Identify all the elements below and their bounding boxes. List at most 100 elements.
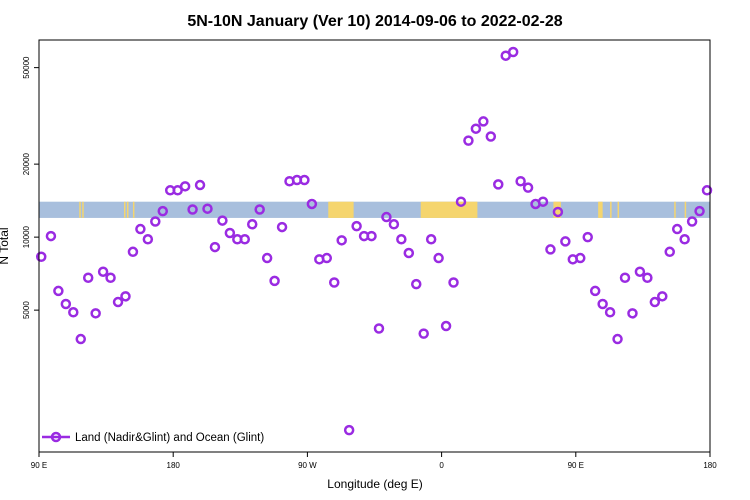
- data-point: [373, 323, 385, 334]
- data-point: [455, 196, 467, 207]
- data-point: [224, 227, 236, 239]
- data-point: [388, 219, 400, 230]
- data-point: [209, 241, 221, 253]
- data-point: [627, 308, 638, 319]
- data-point: [507, 46, 519, 58]
- data-point: [366, 230, 377, 242]
- data-point: [142, 234, 154, 245]
- data-point: [239, 234, 251, 245]
- land-segment: [82, 201, 84, 218]
- data-point: [75, 333, 87, 345]
- y-axis: 5000 10000 20000 50000: [22, 56, 39, 319]
- data-point: [276, 221, 288, 233]
- data-point: [112, 296, 124, 308]
- land-segment: [553, 201, 561, 218]
- data-point: [343, 424, 355, 436]
- data-point: [53, 285, 64, 297]
- data-point: [194, 179, 206, 191]
- data-point: [634, 266, 646, 277]
- data-point: [440, 320, 452, 332]
- y-tick-label: 5000: [22, 301, 31, 319]
- data-point: [336, 235, 347, 246]
- x-tick-label: 0: [439, 461, 444, 470]
- y-axis-label: N Total: [0, 227, 11, 264]
- ocean-band: [39, 201, 710, 218]
- land-segment: [684, 201, 687, 218]
- data-point: [589, 285, 601, 297]
- data-point: [97, 266, 109, 277]
- legend-label: Land (Nadir&Glint) and Ocean (Glint): [75, 432, 264, 444]
- land-segment: [132, 201, 135, 218]
- data-point: [664, 246, 675, 258]
- data-point: [299, 174, 310, 186]
- data-point: [649, 296, 661, 308]
- y-tick-label: 10000: [22, 225, 31, 248]
- data-point: [619, 272, 631, 283]
- land-segment: [617, 201, 620, 218]
- data-point: [202, 203, 213, 214]
- land-segment: [126, 201, 129, 218]
- data-point: [478, 116, 489, 127]
- data-point: [68, 307, 79, 318]
- data-point: [157, 205, 169, 217]
- data-point: [187, 204, 198, 215]
- y-tick-label: 50000: [22, 56, 31, 79]
- legend-marker: [50, 431, 62, 443]
- data-point: [45, 230, 57, 242]
- data-point: [604, 307, 616, 318]
- land-segment: [123, 201, 126, 218]
- x-tick-label: 180: [703, 461, 717, 470]
- data-point: [545, 244, 556, 255]
- data-point: [321, 252, 333, 264]
- data-point: [493, 179, 504, 190]
- x-axis: 90 E 180 90 W 0 90 E 180: [31, 452, 717, 470]
- data-point: [701, 185, 713, 196]
- data-point: [246, 219, 258, 230]
- data-point: [82, 272, 94, 283]
- data-point: [515, 175, 526, 187]
- data-point: [671, 223, 683, 235]
- data-point: [172, 185, 183, 196]
- chart-title: 5N-10N January (Ver 10) 2014-09-06 to 20…: [187, 13, 562, 30]
- data-point: [448, 277, 459, 288]
- data-point: [679, 234, 690, 245]
- data-point: [179, 181, 191, 192]
- land-segment: [328, 201, 354, 218]
- data-point: [403, 247, 415, 259]
- data-point: [261, 252, 273, 264]
- x-tick-label: 180: [167, 461, 181, 470]
- x-axis-label: Longitude (deg E): [327, 477, 422, 491]
- data-point: [105, 272, 116, 283]
- land-segment: [420, 201, 478, 218]
- data-point: [217, 215, 228, 226]
- data-point: [254, 204, 265, 215]
- data-point: [612, 333, 623, 345]
- data-point: [90, 308, 101, 319]
- data-point: [396, 234, 407, 245]
- land-segment: [610, 201, 612, 218]
- data-point: [425, 234, 437, 245]
- data-point: [150, 216, 161, 227]
- x-tick-label: 90 E: [31, 461, 47, 470]
- legend: Land (Nadir&Glint) and Ocean (Glint): [42, 431, 264, 444]
- data-point: [381, 211, 392, 223]
- land-segment: [598, 201, 603, 218]
- data-point: [582, 231, 593, 243]
- y-tick-label: 20000: [22, 152, 31, 175]
- x-tick-label: 90 W: [298, 461, 317, 470]
- data-point: [411, 278, 422, 290]
- data-point: [433, 252, 444, 264]
- x-tick-label: 90 E: [568, 461, 584, 470]
- plot-frame: [38, 39, 711, 453]
- data-point: [127, 246, 139, 258]
- data-point: [306, 198, 318, 210]
- data-point: [537, 196, 549, 207]
- data-point: [328, 277, 340, 288]
- land-ocean-strip: [39, 201, 710, 218]
- data-point: [60, 298, 72, 310]
- data-point: [694, 205, 705, 217]
- data-point: [657, 291, 668, 302]
- data-point: [686, 216, 698, 227]
- data-point: [642, 272, 653, 283]
